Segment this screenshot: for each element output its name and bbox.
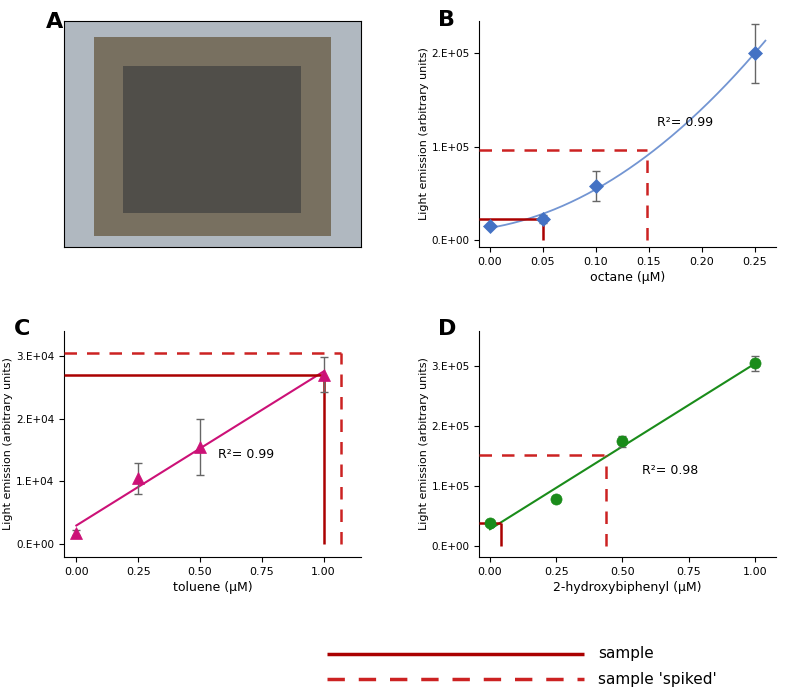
Text: R²= 0.99: R²= 0.99 bbox=[658, 116, 714, 129]
Text: R²= 0.99: R²= 0.99 bbox=[218, 448, 274, 461]
Text: D: D bbox=[438, 319, 456, 339]
X-axis label: toluene (μM): toluene (μM) bbox=[173, 581, 252, 594]
Y-axis label: Light emission (arbitrary units): Light emission (arbitrary units) bbox=[418, 47, 429, 220]
Text: A: A bbox=[46, 12, 63, 32]
Text: B: B bbox=[438, 10, 454, 29]
Text: R²= 0.98: R²= 0.98 bbox=[642, 464, 698, 477]
X-axis label: 2-hydroxybiphenyl (μM): 2-hydroxybiphenyl (μM) bbox=[554, 581, 702, 594]
Text: sample: sample bbox=[598, 646, 654, 661]
Text: sample 'spiked': sample 'spiked' bbox=[598, 672, 717, 687]
Y-axis label: Light emission (arbitrary units): Light emission (arbitrary units) bbox=[418, 357, 429, 530]
Bar bbox=[94, 37, 331, 236]
X-axis label: octane (μM): octane (μM) bbox=[590, 271, 666, 284]
Bar bbox=[123, 66, 302, 213]
Y-axis label: Light emission (arbitrary units): Light emission (arbitrary units) bbox=[3, 357, 14, 530]
Text: C: C bbox=[14, 319, 30, 339]
